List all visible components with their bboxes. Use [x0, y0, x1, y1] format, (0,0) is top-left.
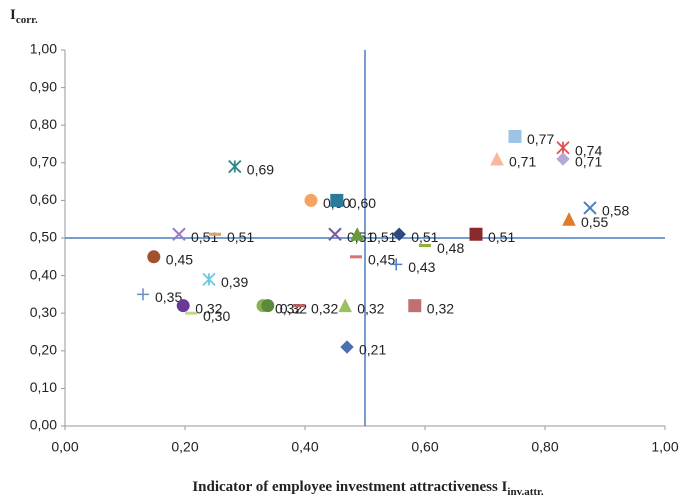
- x-tick-label: 0,80: [531, 439, 558, 455]
- data-label: 0,45: [368, 252, 395, 268]
- point: [469, 227, 483, 241]
- y-tick-label: 0,50: [30, 229, 57, 245]
- data-label: 0,74: [575, 142, 602, 158]
- data-label: 0,51: [191, 229, 218, 245]
- point: [261, 299, 275, 313]
- data-label: 0,32: [280, 300, 307, 316]
- y-tick-label: 0,70: [30, 154, 57, 170]
- data-label: 0,51: [369, 229, 396, 245]
- point: [490, 151, 504, 166]
- point: [338, 298, 353, 313]
- data-label: 0,55: [581, 214, 608, 230]
- x-axis-title: Indicator of employee investment attract…: [192, 479, 544, 497]
- point: [304, 193, 318, 207]
- point: [556, 152, 570, 166]
- y-axis-title-sub: corr.: [16, 14, 38, 26]
- data-label: 0,21: [359, 342, 386, 358]
- x-tick-label: 0,20: [171, 439, 198, 455]
- data-label: 0,32: [357, 300, 384, 316]
- point: [330, 193, 344, 207]
- data-label: 0,69: [247, 161, 274, 177]
- point: [147, 250, 161, 264]
- x-tick-label: 1,00: [651, 439, 678, 455]
- point: [508, 129, 522, 143]
- point: [408, 299, 422, 313]
- x-tick-label: 0,00: [51, 439, 78, 455]
- data-label: 0,32: [427, 300, 454, 316]
- point: [562, 212, 576, 226]
- point: [202, 272, 216, 286]
- y-tick-label: 0,00: [30, 417, 57, 433]
- data-label: 0,51: [488, 229, 515, 245]
- point: [583, 201, 597, 215]
- y-axis-title: Icorr.: [10, 7, 38, 25]
- y-tick-label: 0,40: [30, 266, 57, 282]
- y-tick-label: 1,00: [30, 41, 57, 57]
- x-tick-label: 0,40: [291, 439, 318, 455]
- point: [340, 340, 354, 354]
- y-tick-label: 0,20: [30, 342, 57, 358]
- y-axis-title-main: I: [10, 7, 16, 23]
- point: [392, 227, 406, 241]
- point: [390, 258, 403, 271]
- point: [228, 159, 242, 174]
- point: [328, 227, 342, 241]
- data-label: 0,43: [408, 259, 435, 275]
- point: [172, 227, 186, 241]
- x-axis-title-main: Indicator of employee investment attract…: [192, 479, 507, 495]
- point: [176, 299, 190, 313]
- point: [350, 227, 365, 241]
- data-label: 0,71: [509, 154, 536, 170]
- data-label: 0,60: [349, 195, 376, 211]
- data-label: 0,30: [203, 308, 230, 324]
- x-axis-title-sub: inv.attr.: [507, 486, 544, 498]
- y-tick-label: 0,80: [30, 116, 57, 132]
- data-label: 0,45: [166, 252, 193, 268]
- data-label: 0,58: [602, 203, 629, 219]
- data-label: 0,39: [221, 274, 248, 290]
- data-label: 0,77: [527, 131, 554, 147]
- data-label: 0,48: [437, 240, 464, 256]
- y-tick-label: 0,10: [30, 379, 57, 395]
- point: [556, 141, 570, 155]
- y-tick-label: 0,60: [30, 191, 57, 207]
- data-label: 0,51: [411, 229, 438, 245]
- data-label: 0,35: [155, 289, 182, 305]
- y-tick-label: 0,30: [30, 304, 57, 320]
- data-label: 0,32: [195, 300, 222, 316]
- x-tick-label: 0,60: [411, 439, 438, 455]
- data-label: 0,71: [575, 154, 602, 170]
- y-tick-label: 0,90: [30, 78, 57, 94]
- point: [137, 288, 149, 301]
- data-label: 0,32: [311, 300, 338, 316]
- data-label: 0,51: [227, 229, 254, 245]
